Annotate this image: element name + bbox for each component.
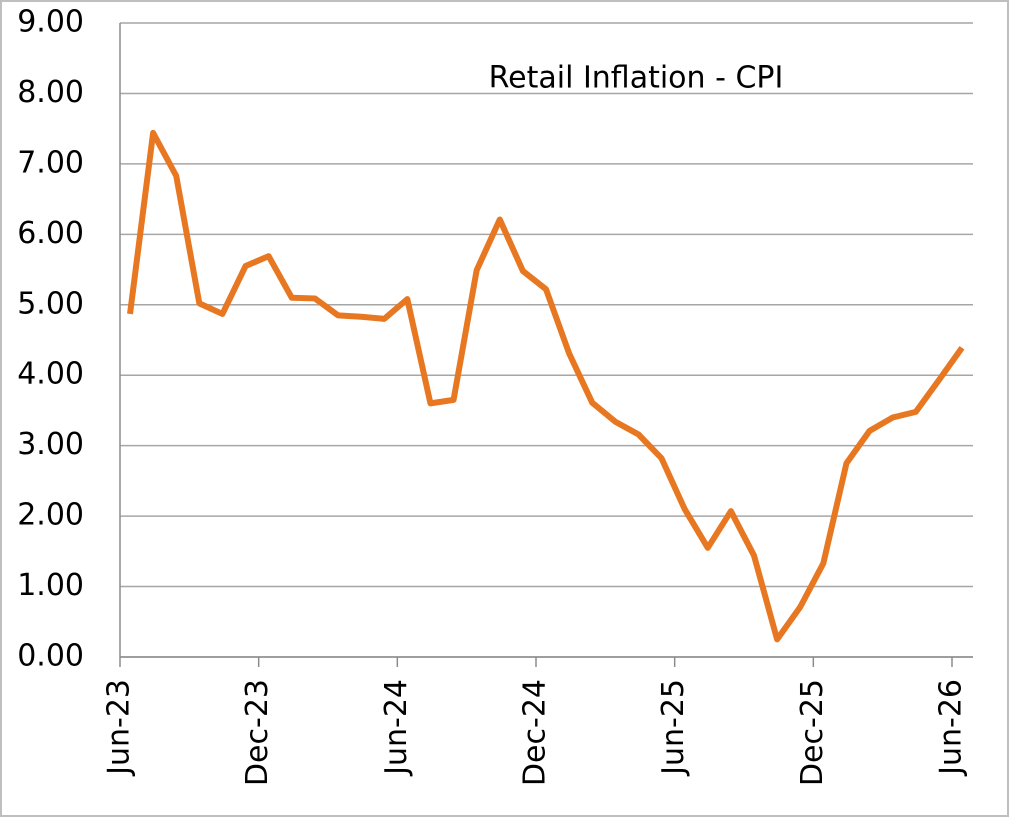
y-tick-label: 3.00 bbox=[17, 427, 84, 462]
y-tick-label: 1.00 bbox=[17, 568, 84, 603]
x-tick-label: Jun-26 bbox=[934, 679, 969, 777]
y-tick-label: 6.00 bbox=[17, 216, 84, 251]
y-tick-label: 7.00 bbox=[17, 145, 84, 180]
x-tick-label: Jun-23 bbox=[102, 679, 137, 777]
y-tick-label: 5.00 bbox=[17, 286, 84, 321]
y-tick-label: 2.00 bbox=[17, 498, 84, 533]
y-tick-label: 0.00 bbox=[17, 639, 84, 674]
x-tick-label: Jun-25 bbox=[656, 679, 691, 777]
chart-title: Retail Inflation - CPI bbox=[489, 61, 784, 96]
y-tick-label: 8.00 bbox=[17, 75, 84, 110]
y-tick-label: 9.00 bbox=[17, 5, 84, 40]
x-tick-label: Dec-24 bbox=[518, 679, 553, 786]
x-tick-label: Dec-25 bbox=[795, 679, 830, 786]
x-tick-label: Jun-24 bbox=[379, 679, 414, 777]
x-tick-label: Dec-23 bbox=[240, 679, 275, 786]
y-tick-label: 4.00 bbox=[17, 357, 84, 392]
line-series bbox=[127, 129, 965, 643]
